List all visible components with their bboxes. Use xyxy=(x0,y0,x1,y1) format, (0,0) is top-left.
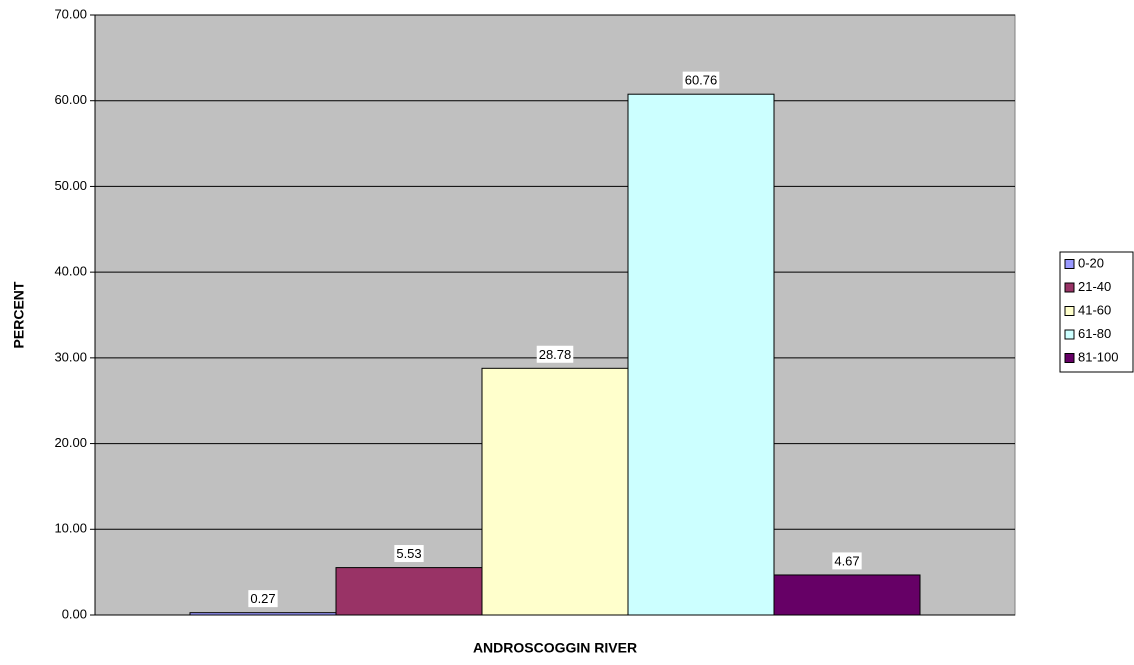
data-label: 0.27 xyxy=(250,591,275,606)
data-label: 5.53 xyxy=(396,546,421,561)
legend-label: 61-80 xyxy=(1078,326,1111,341)
bar xyxy=(627,93,775,616)
legend-label: 0-20 xyxy=(1078,255,1104,270)
data-label-bg xyxy=(536,345,574,363)
data-label-bg xyxy=(682,71,720,89)
legend-label: 21-40 xyxy=(1078,279,1111,294)
bar xyxy=(335,567,483,616)
bar xyxy=(481,367,629,616)
y-tick-label: 50.00 xyxy=(54,178,87,193)
x-axis-label: ANDROSCOGGIN RIVER xyxy=(473,640,637,656)
legend-swatch xyxy=(1064,282,1075,293)
y-axis-label: PERCENT xyxy=(11,281,27,348)
y-tick-label: 70.00 xyxy=(54,6,87,21)
data-label-bg xyxy=(248,590,278,608)
data-label-bg xyxy=(394,545,424,563)
legend-swatch xyxy=(1064,353,1075,363)
data-label: 28.78 xyxy=(539,347,572,362)
legend-swatch xyxy=(1064,306,1075,316)
legend-swatch xyxy=(1064,329,1075,340)
bar xyxy=(189,612,337,616)
bar xyxy=(773,574,921,616)
data-label: 4.67 xyxy=(834,553,859,568)
legend-label: 81-100 xyxy=(1078,349,1118,364)
y-tick-label: 30.00 xyxy=(54,349,87,364)
y-tick-label: 20.00 xyxy=(54,435,87,450)
y-tick-label: 10.00 xyxy=(54,521,87,536)
legend-swatch xyxy=(1064,259,1075,269)
y-tick-label: 0.00 xyxy=(62,606,87,621)
data-label: 60.76 xyxy=(685,73,718,88)
legend-label: 41-60 xyxy=(1078,302,1111,317)
data-label-bg xyxy=(832,552,862,570)
y-tick-label: 40.00 xyxy=(54,264,87,279)
y-tick-label: 60.00 xyxy=(54,92,87,107)
